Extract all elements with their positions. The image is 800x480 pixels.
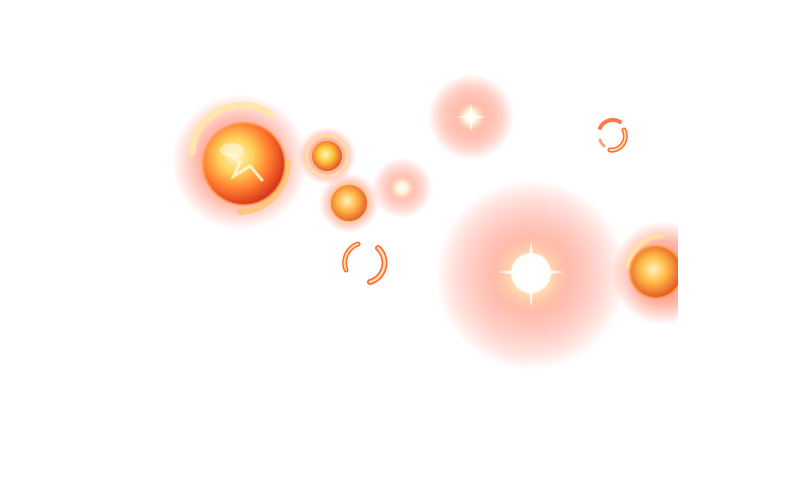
medium-fire-orb-icon: [319, 173, 379, 233]
small-fire-orb-icon: [298, 127, 356, 185]
top-glow-sparkle-icon: [428, 74, 514, 160]
edge-fire-orb-icon: [611, 221, 678, 325]
edge-fire-orb-clip: [610, 220, 678, 326]
large-glow-burst-icon: [436, 180, 626, 370]
large-fire-orb-icon: [172, 94, 308, 230]
lower-crescent-ring-icon: [342, 241, 388, 285]
small-crescent-ring-icon: [598, 117, 628, 153]
small-glow-sparkle-icon: [372, 158, 432, 218]
